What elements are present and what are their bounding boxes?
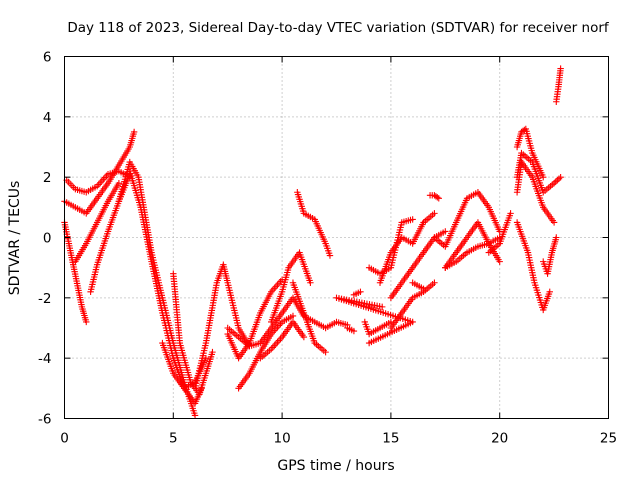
series-arc-7 [126,167,205,407]
data-point [115,180,123,187]
series-arc-14 [257,318,308,362]
series-arc-23 [376,210,438,286]
data-point [431,279,438,286]
series-arc-30 [442,234,503,271]
series-arc-4 [72,180,123,265]
series-arc-15 [268,249,314,326]
series-arc-27 [409,279,427,292]
data-point [357,288,364,295]
series-arc-9 [170,270,216,398]
axis-ticks: 0 5 10 15 20 25 -6 -4 -2 0 2 4 6 [38,50,617,447]
y-tick-label: -4 [38,351,51,367]
series-arc-16 [289,279,329,356]
data-point [431,210,438,217]
x-tick-label: 0 [60,431,69,447]
series-arc-19 [350,288,364,299]
y-tick-label: 4 [43,110,52,126]
data-point [557,65,564,72]
data-point [555,175,563,182]
data-point [496,258,503,265]
series-stray [333,294,416,347]
data-point [326,252,334,259]
data-point [540,173,547,181]
data-point [552,178,559,185]
series-arc-31 [485,210,514,256]
series-arc-32 [513,125,547,181]
x-tick-label: 20 [491,431,508,447]
data-point [130,128,138,136]
data-point [442,228,449,235]
y-tick-label: 2 [43,170,52,186]
data-point [550,219,558,226]
y-axis-label: SDTVAR / TECUs [7,181,23,296]
series-arc-1 [61,219,90,326]
series-arc-18 [300,312,351,332]
data-point [322,348,329,356]
data-point [554,176,561,184]
x-tick-label: 10 [274,431,291,447]
series-arc-2 [61,128,138,217]
series-arc-20 [344,324,358,335]
data-point [378,303,386,311]
data-point [507,210,514,217]
data-point [546,288,553,295]
data-point [557,173,564,181]
y-tick-label: 6 [43,50,52,66]
data-point [209,348,216,356]
y-tick-label: -2 [38,291,51,307]
data-point [83,318,90,326]
series-arc-36 [540,234,560,277]
series-arc-13 [224,294,308,350]
series-arc-34 [513,158,558,226]
data-point [553,234,560,241]
x-tick-label: 15 [382,431,399,447]
x-axis-label: GPS time / hours [277,458,394,474]
series-arc-37 [553,65,564,105]
data-point [289,312,297,320]
x-tick-label: 25 [600,431,617,447]
data-point [409,216,416,223]
series-arc-3 [63,167,133,196]
y-tick-label: 0 [43,231,52,247]
series-arc-33 [513,149,564,196]
data-point [307,279,314,286]
data-point [435,195,442,202]
series-arc-10 [191,261,253,392]
y-tick-label: -6 [38,412,51,428]
x-tick-label: 5 [169,431,178,447]
series-arc-12 [235,312,297,392]
series-arc-11 [224,276,286,362]
series-arc-17 [294,189,334,259]
series-arc-21 [361,318,395,338]
chart-title: Day 118 of 2023, Sidereal Day-to-day VTE… [67,20,610,36]
data-point [300,333,308,341]
series-arc-26 [426,192,442,202]
data-point [350,327,358,335]
series-arc-28 [431,189,503,250]
data-marks [61,65,564,419]
data-point [420,285,427,292]
data-point [434,194,441,201]
data-point [191,412,199,419]
series-arc-35 [513,219,553,314]
